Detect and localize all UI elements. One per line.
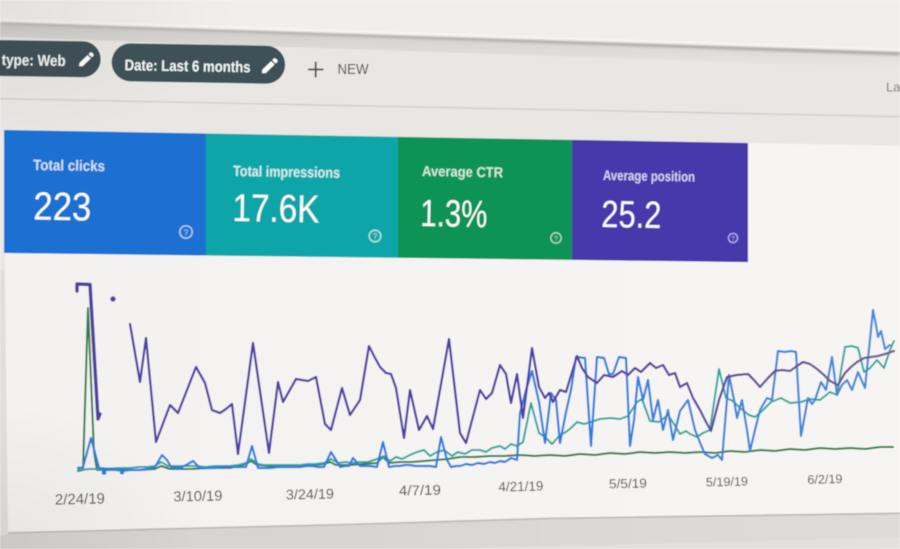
svg-text:?: ?	[731, 236, 735, 243]
svg-text:?: ?	[184, 228, 189, 238]
svg-text:Last: Last	[886, 80, 900, 95]
svg-text:Average CTR: Average CTR	[422, 164, 504, 181]
svg-text:NEW: NEW	[338, 61, 370, 78]
svg-text:?: ?	[554, 236, 558, 243]
svg-text:4/7/19: 4/7/19	[399, 482, 442, 499]
svg-text:1.3%: 1.3%	[420, 193, 488, 236]
svg-text:Total impressions: Total impressions	[233, 163, 340, 182]
svg-text:4/21/19: 4/21/19	[498, 478, 543, 494]
svg-text:25.2: 25.2	[601, 194, 662, 237]
svg-text:?: ?	[373, 232, 378, 241]
svg-text:6/2/19: 6/2/19	[807, 472, 842, 487]
svg-text:5/5/19: 5/5/19	[609, 476, 647, 492]
svg-text:5/19/19: 5/19/19	[706, 475, 748, 490]
svg-text:Total clicks: Total clicks	[33, 157, 105, 175]
svg-text:17.6K: 17.6K	[232, 187, 320, 232]
svg-text:223: 223	[33, 185, 92, 230]
svg-text:3/24/19: 3/24/19	[286, 485, 335, 502]
svg-text:Average position: Average position	[603, 167, 695, 185]
